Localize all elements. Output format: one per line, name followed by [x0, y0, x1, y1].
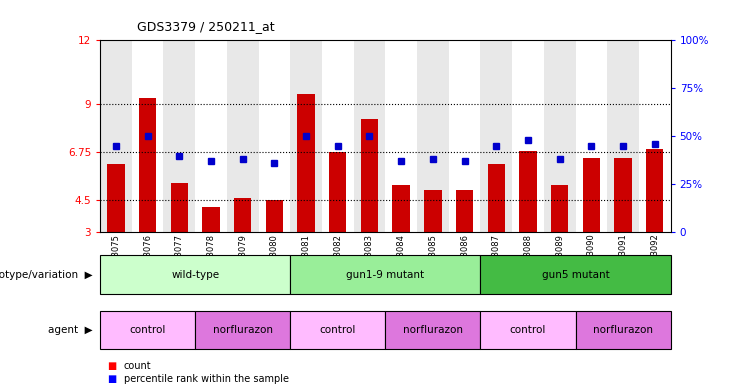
Text: norflurazon: norflurazon: [593, 325, 653, 335]
Bar: [202, 207, 219, 232]
Bar: [195, 40, 227, 232]
Bar: [512, 40, 544, 232]
Bar: [607, 40, 639, 232]
Bar: [385, 40, 417, 232]
Bar: [551, 185, 568, 232]
Text: agent  ▶: agent ▶: [48, 325, 93, 335]
Bar: [234, 198, 251, 232]
Bar: [480, 255, 671, 294]
Bar: [393, 185, 410, 232]
Text: GDS3379 / 250211_at: GDS3379 / 250211_at: [137, 20, 275, 33]
Text: gun5 mutant: gun5 mutant: [542, 270, 609, 280]
Bar: [424, 190, 442, 232]
Bar: [290, 255, 480, 294]
Bar: [488, 164, 505, 232]
Text: wild-type: wild-type: [171, 270, 219, 280]
Text: genotype/variation  ▶: genotype/variation ▶: [0, 270, 93, 280]
Text: control: control: [319, 325, 356, 335]
Bar: [100, 255, 290, 294]
Bar: [353, 40, 385, 232]
Bar: [297, 94, 315, 232]
Bar: [576, 311, 671, 349]
Bar: [107, 164, 124, 232]
Bar: [170, 183, 188, 232]
Text: norflurazon: norflurazon: [213, 325, 273, 335]
Text: gun1-9 mutant: gun1-9 mutant: [346, 270, 425, 280]
Bar: [195, 311, 290, 349]
Bar: [519, 151, 536, 232]
Bar: [361, 119, 378, 232]
Bar: [646, 149, 663, 232]
Bar: [266, 200, 283, 232]
Bar: [639, 40, 671, 232]
Bar: [614, 158, 632, 232]
Bar: [290, 311, 385, 349]
Bar: [329, 152, 347, 232]
Bar: [100, 311, 195, 349]
Bar: [139, 98, 156, 232]
Bar: [544, 40, 576, 232]
Text: ■: ■: [107, 374, 116, 384]
Bar: [132, 40, 164, 232]
Bar: [456, 190, 473, 232]
Text: ■: ■: [107, 361, 116, 371]
Bar: [100, 40, 132, 232]
Bar: [480, 40, 512, 232]
Bar: [385, 311, 480, 349]
Bar: [290, 40, 322, 232]
Bar: [164, 40, 195, 232]
Text: norflurazon: norflurazon: [403, 325, 463, 335]
Bar: [449, 40, 480, 232]
Text: count: count: [124, 361, 151, 371]
Bar: [417, 40, 449, 232]
Text: control: control: [510, 325, 546, 335]
Bar: [576, 40, 607, 232]
Bar: [227, 40, 259, 232]
Bar: [259, 40, 290, 232]
Text: percentile rank within the sample: percentile rank within the sample: [124, 374, 289, 384]
Bar: [480, 311, 576, 349]
Bar: [322, 40, 353, 232]
Bar: [582, 158, 600, 232]
Text: control: control: [130, 325, 166, 335]
